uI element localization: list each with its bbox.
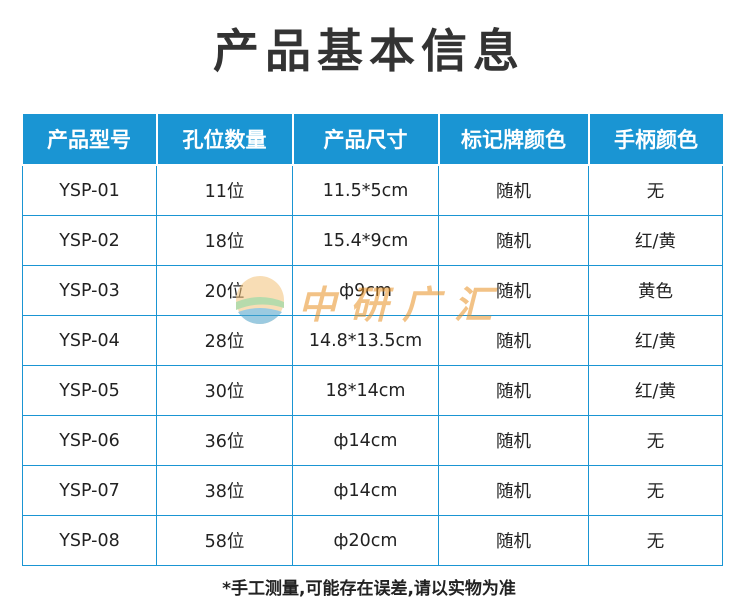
- cell-tag-color: 随机: [438, 215, 589, 266]
- cell-hole-count: 30位: [156, 365, 293, 416]
- header-hole-count: 孔位数量: [155, 114, 294, 166]
- cell-model: YSP-06: [22, 415, 157, 466]
- cell-handle-color: 红/黄: [588, 315, 723, 366]
- header-model: 产品型号: [22, 114, 158, 166]
- header-handle-color: 手柄颜色: [587, 114, 723, 166]
- cell-hole-count: 20位: [156, 265, 293, 316]
- cell-size: ф14cm: [292, 415, 439, 466]
- cell-hole-count: 36位: [156, 415, 293, 466]
- table-header-row: 产品型号 孔位数量 产品尺寸 标记牌颜色 手柄颜色: [22, 114, 723, 166]
- cell-tag-color: 随机: [438, 515, 589, 566]
- cell-model: YSP-04: [22, 315, 157, 366]
- cell-size: 14.8*13.5cm: [292, 315, 439, 366]
- table-row: YSP-01 11位 11.5*5cm 随机 无: [22, 164, 723, 216]
- cell-tag-color: 随机: [438, 415, 589, 466]
- cell-hole-count: 11位: [156, 164, 293, 216]
- cell-model: YSP-05: [22, 365, 157, 416]
- product-info-table: 产品型号 孔位数量 产品尺寸 标记牌颜色 手柄颜色 YSP-01 11位 11.…: [22, 114, 723, 566]
- cell-model: YSP-07: [22, 465, 157, 516]
- table-row: YSP-08 58位 ф20cm 随机 无: [22, 515, 723, 566]
- cell-model: YSP-03: [22, 265, 157, 316]
- cell-hole-count: 28位: [156, 315, 293, 366]
- cell-tag-color: 随机: [438, 164, 589, 216]
- measurement-note: *手工测量,可能存在误差,请以实物为准: [222, 579, 516, 599]
- page-title: 产品基本信息: [213, 24, 525, 78]
- cell-handle-color: 无: [588, 415, 723, 466]
- cell-handle-color: 红/黄: [588, 365, 723, 416]
- cell-tag-color: 随机: [438, 465, 589, 516]
- cell-handle-color: 黄色: [588, 265, 723, 316]
- table-row: YSP-06 36位 ф14cm 随机 无: [22, 415, 723, 466]
- cell-handle-color: 无: [588, 515, 723, 566]
- cell-handle-color: 无: [588, 164, 723, 216]
- table-row: YSP-04 28位 14.8*13.5cm 随机 红/黄: [22, 315, 723, 366]
- cell-model: YSP-02: [22, 215, 157, 266]
- table-row: YSP-07 38位 ф14cm 随机 无: [22, 465, 723, 516]
- cell-size: 15.4*9cm: [292, 215, 439, 266]
- cell-size: 11.5*5cm: [292, 164, 439, 216]
- cell-tag-color: 随机: [438, 365, 589, 416]
- cell-tag-color: 随机: [438, 315, 589, 366]
- cell-hole-count: 18位: [156, 215, 293, 266]
- cell-size: ф14cm: [292, 465, 439, 516]
- cell-hole-count: 58位: [156, 515, 293, 566]
- cell-size: 18*14cm: [292, 365, 439, 416]
- cell-hole-count: 38位: [156, 465, 293, 516]
- cell-model: YSP-01: [22, 164, 157, 216]
- header-tag-color: 标记牌颜色: [437, 114, 590, 166]
- table-row: YSP-02 18位 15.4*9cm 随机 红/黄: [22, 215, 723, 266]
- table-row: YSP-05 30位 18*14cm 随机 红/黄: [22, 365, 723, 416]
- cell-size: ф20cm: [292, 515, 439, 566]
- cell-tag-color: 随机: [438, 265, 589, 316]
- cell-handle-color: 红/黄: [588, 215, 723, 266]
- cell-handle-color: 无: [588, 465, 723, 516]
- table-row: YSP-03 20位 ф9cm 随机 黄色: [22, 265, 723, 316]
- cell-model: YSP-08: [22, 515, 157, 566]
- header-size: 产品尺寸: [291, 114, 440, 166]
- cell-size: ф9cm: [292, 265, 439, 316]
